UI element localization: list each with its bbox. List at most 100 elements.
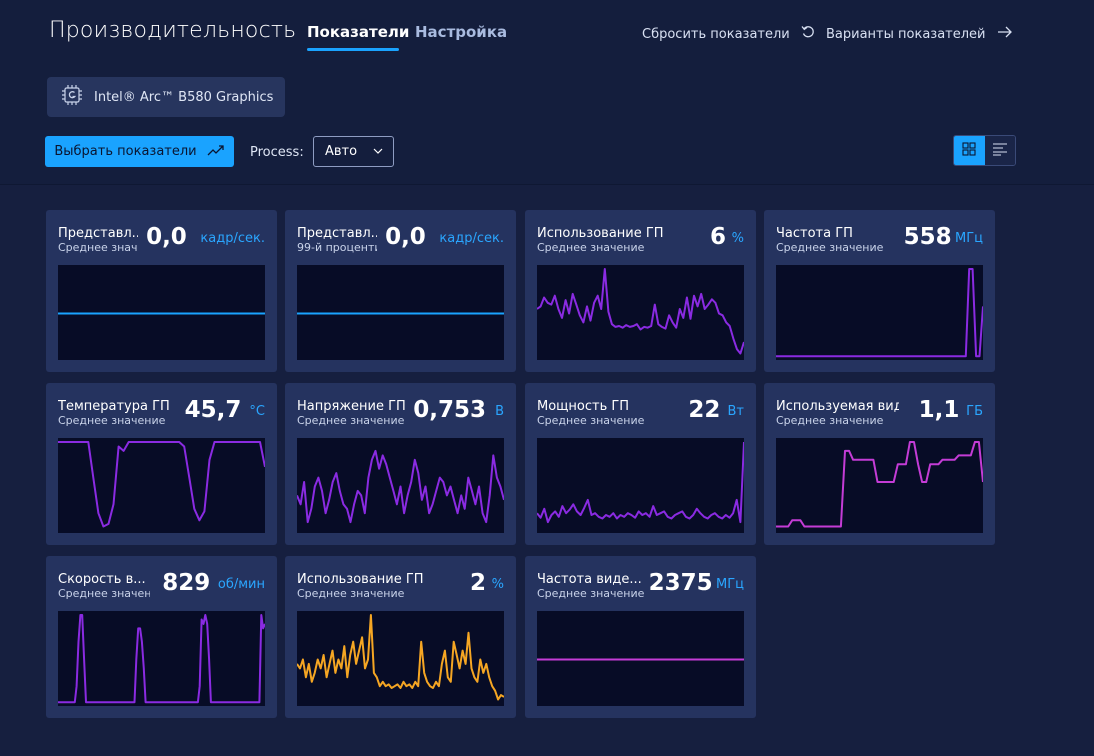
metric-value: 0,0 (146, 224, 187, 250)
metric-subtitle: Среднее значение (297, 587, 405, 600)
metric-subtitle: Среднее значение (776, 414, 884, 427)
metric-sparkline (537, 658, 744, 661)
metric-value: 6 (709, 224, 726, 250)
metric-series-line (776, 441, 983, 528)
metric-unit: ГБ (966, 404, 983, 419)
metric-variants-button[interactable]: Варианты показателей (826, 24, 1014, 44)
metric-card[interactable]: Представл... Среднее значение 0,0 кадр/с… (46, 210, 277, 372)
arrow-right-icon (996, 24, 1014, 44)
reset-metrics-button[interactable]: Сбросить показатели (642, 24, 816, 44)
metric-value: 0,753 (413, 397, 486, 423)
metric-subtitle: 99-й процентил (297, 241, 377, 254)
grid-icon (962, 141, 976, 160)
metric-card[interactable]: Температура ГП Среднее значение 45,7 °C (46, 383, 277, 545)
metric-subtitle: Среднее значение (776, 241, 884, 254)
select-metrics-button[interactable]: Выбрать показатели (45, 136, 234, 167)
metric-sparkline (58, 614, 265, 704)
metric-sparkline (297, 312, 504, 315)
metric-title: Используемая видео... (776, 399, 900, 414)
metric-series-line (297, 614, 504, 701)
metric-title: Частота ГП (776, 226, 853, 241)
metric-unit: об/мин (217, 577, 265, 592)
metric-graph (297, 265, 504, 360)
metric-graph (537, 611, 744, 706)
metric-variants-label: Варианты показателей (826, 26, 986, 42)
page-title: Производительность (49, 18, 297, 43)
metric-series-line (537, 268, 744, 355)
metric-unit: % (731, 231, 744, 246)
metric-sparkline (776, 441, 983, 528)
view-mode-toggle (953, 135, 1016, 166)
metric-sparkline (537, 268, 744, 355)
metric-graph (297, 438, 504, 533)
list-icon (992, 141, 1008, 160)
metric-unit: кадр/сек. (200, 231, 265, 246)
metric-unit: °C (249, 404, 265, 419)
metric-title: Напряжение ГП (297, 399, 406, 414)
metric-unit: Вт (727, 404, 745, 419)
metric-graph (537, 438, 744, 533)
metric-card[interactable]: Частота виде... Среднее значение 2375 МГ… (525, 556, 756, 718)
metric-card[interactable]: Представл... 99-й процентил 0,0 кадр/сек… (285, 210, 516, 372)
metric-series-line (58, 614, 265, 704)
metric-title: Использование ГП дл... (297, 572, 426, 587)
metric-unit: % (491, 577, 504, 592)
metric-subtitle: Среднее значение (58, 414, 166, 427)
gpu-name: Intel® Arc™ B580 Graphics (94, 89, 274, 105)
metric-series-line (58, 441, 265, 528)
metric-value: 829 (162, 570, 211, 596)
chip-g-icon (60, 83, 84, 111)
metric-subtitle: Среднее значение (297, 414, 405, 427)
tab-metrics[interactable]: Показатели (307, 23, 410, 41)
metric-sparkline (776, 268, 983, 358)
metric-graph (776, 265, 983, 360)
metric-sparkline (58, 312, 265, 315)
metric-graph (776, 438, 983, 533)
metric-value: 22 (688, 397, 721, 423)
metric-card[interactable]: Мощность ГП Среднее значение 22 Вт (525, 383, 756, 545)
metric-unit: МГц (955, 231, 983, 246)
list-view-button[interactable] (984, 136, 1015, 165)
metric-title: Представл... (58, 226, 138, 241)
metric-sparkline (58, 441, 265, 528)
trend-icon (207, 143, 225, 161)
metric-title: Скорость в... (58, 572, 146, 587)
metric-value: 45,7 (184, 397, 242, 423)
metric-unit: МГц (716, 577, 744, 592)
process-value: Авто (325, 144, 358, 159)
metric-title: Температура ГП (58, 399, 170, 414)
metric-subtitle: Среднее значение (537, 414, 645, 427)
metric-card[interactable]: Частота ГП Среднее значение 558 МГц (764, 210, 995, 372)
metric-subtitle: Среднее значение (537, 241, 645, 254)
process-label: Process: (250, 145, 304, 160)
metric-sparkline (537, 441, 744, 524)
metric-title: Использование ГП (537, 226, 664, 241)
active-tab-indicator (307, 48, 399, 51)
metric-card[interactable]: Скорость в... Среднее значен 829 об/мин (46, 556, 277, 718)
metric-subtitle: Среднее значение (537, 587, 645, 600)
metric-title: Мощность ГП (537, 399, 630, 414)
metric-graph (58, 265, 265, 360)
metric-series-line (776, 268, 983, 358)
metric-card[interactable]: Использование ГП Среднее значение 6 % (525, 210, 756, 372)
metric-value: 2375 (648, 570, 713, 596)
metric-value: 2 (469, 570, 486, 596)
metric-card[interactable]: Напряжение ГП Среднее значение 0,753 В (285, 383, 516, 545)
metric-value: 1,1 (918, 397, 960, 423)
metric-card[interactable]: Используемая видео... Среднее значение 1… (764, 383, 995, 545)
metric-value: 0,0 (385, 224, 426, 250)
metric-subtitle: Среднее значение (58, 241, 138, 254)
metric-series-line (297, 449, 504, 524)
metric-title: Представл... (297, 226, 377, 241)
grid-view-button[interactable] (954, 136, 985, 165)
metric-graph (58, 438, 265, 533)
metric-sparkline (297, 449, 504, 524)
gpu-selector[interactable]: Intel® Arc™ B580 Graphics (47, 77, 285, 117)
tab-settings[interactable]: Настройка (415, 23, 508, 41)
metric-title: Частота виде... (537, 572, 642, 587)
process-dropdown[interactable]: Авто (313, 136, 394, 167)
undo-icon (800, 24, 816, 44)
metric-value: 558 (903, 224, 952, 250)
metric-card[interactable]: Использование ГП дл... Среднее значение … (285, 556, 516, 718)
reset-metrics-label: Сбросить показатели (642, 26, 790, 42)
